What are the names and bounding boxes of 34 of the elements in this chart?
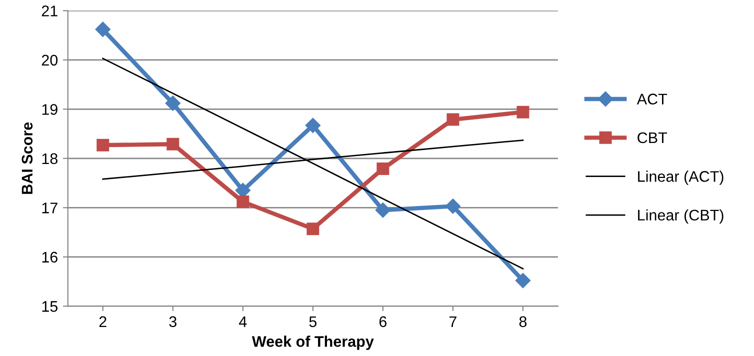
point — [516, 106, 530, 118]
point — [236, 196, 250, 208]
y-tick-label: 18 — [42, 153, 58, 164]
legend-label: CBT — [638, 132, 668, 144]
line-series — [102, 58, 524, 270]
y-tick-label: 15 — [42, 301, 58, 312]
point — [445, 198, 461, 214]
point — [376, 162, 390, 176]
y-tick-label: 17 — [42, 202, 58, 214]
point — [96, 138, 110, 152]
point — [446, 113, 460, 126]
point — [305, 118, 320, 133]
x-tick-label: 3 — [169, 316, 176, 328]
y-tick-label: 20 — [42, 54, 58, 66]
x-tick-label: 6 — [379, 316, 386, 328]
point — [166, 138, 180, 150]
point — [165, 96, 180, 111]
x-tick-label: 4 — [239, 316, 247, 327]
y-tick-label: 19 — [42, 104, 58, 115]
y-tick-label: 16 — [42, 252, 58, 263]
x-tick-label: 7 — [449, 316, 456, 327]
y-tick-label: 21 — [42, 6, 58, 16]
point — [95, 22, 110, 37]
legend-label: Linear (ACT) — [638, 170, 724, 185]
x-tick-label: 5 — [309, 316, 317, 328]
point — [306, 222, 320, 236]
legend-label: ACT — [636, 94, 668, 104]
legend-label: Linear (CBT) — [638, 209, 724, 224]
x-tick-label: 2 — [99, 316, 106, 327]
y-axis-title: BAI Score — [22, 122, 33, 194]
point — [375, 202, 390, 218]
x-axis-title: Week of Therapy — [252, 336, 374, 350]
x-tick-label: 8 — [519, 316, 527, 328]
point — [515, 272, 531, 288]
